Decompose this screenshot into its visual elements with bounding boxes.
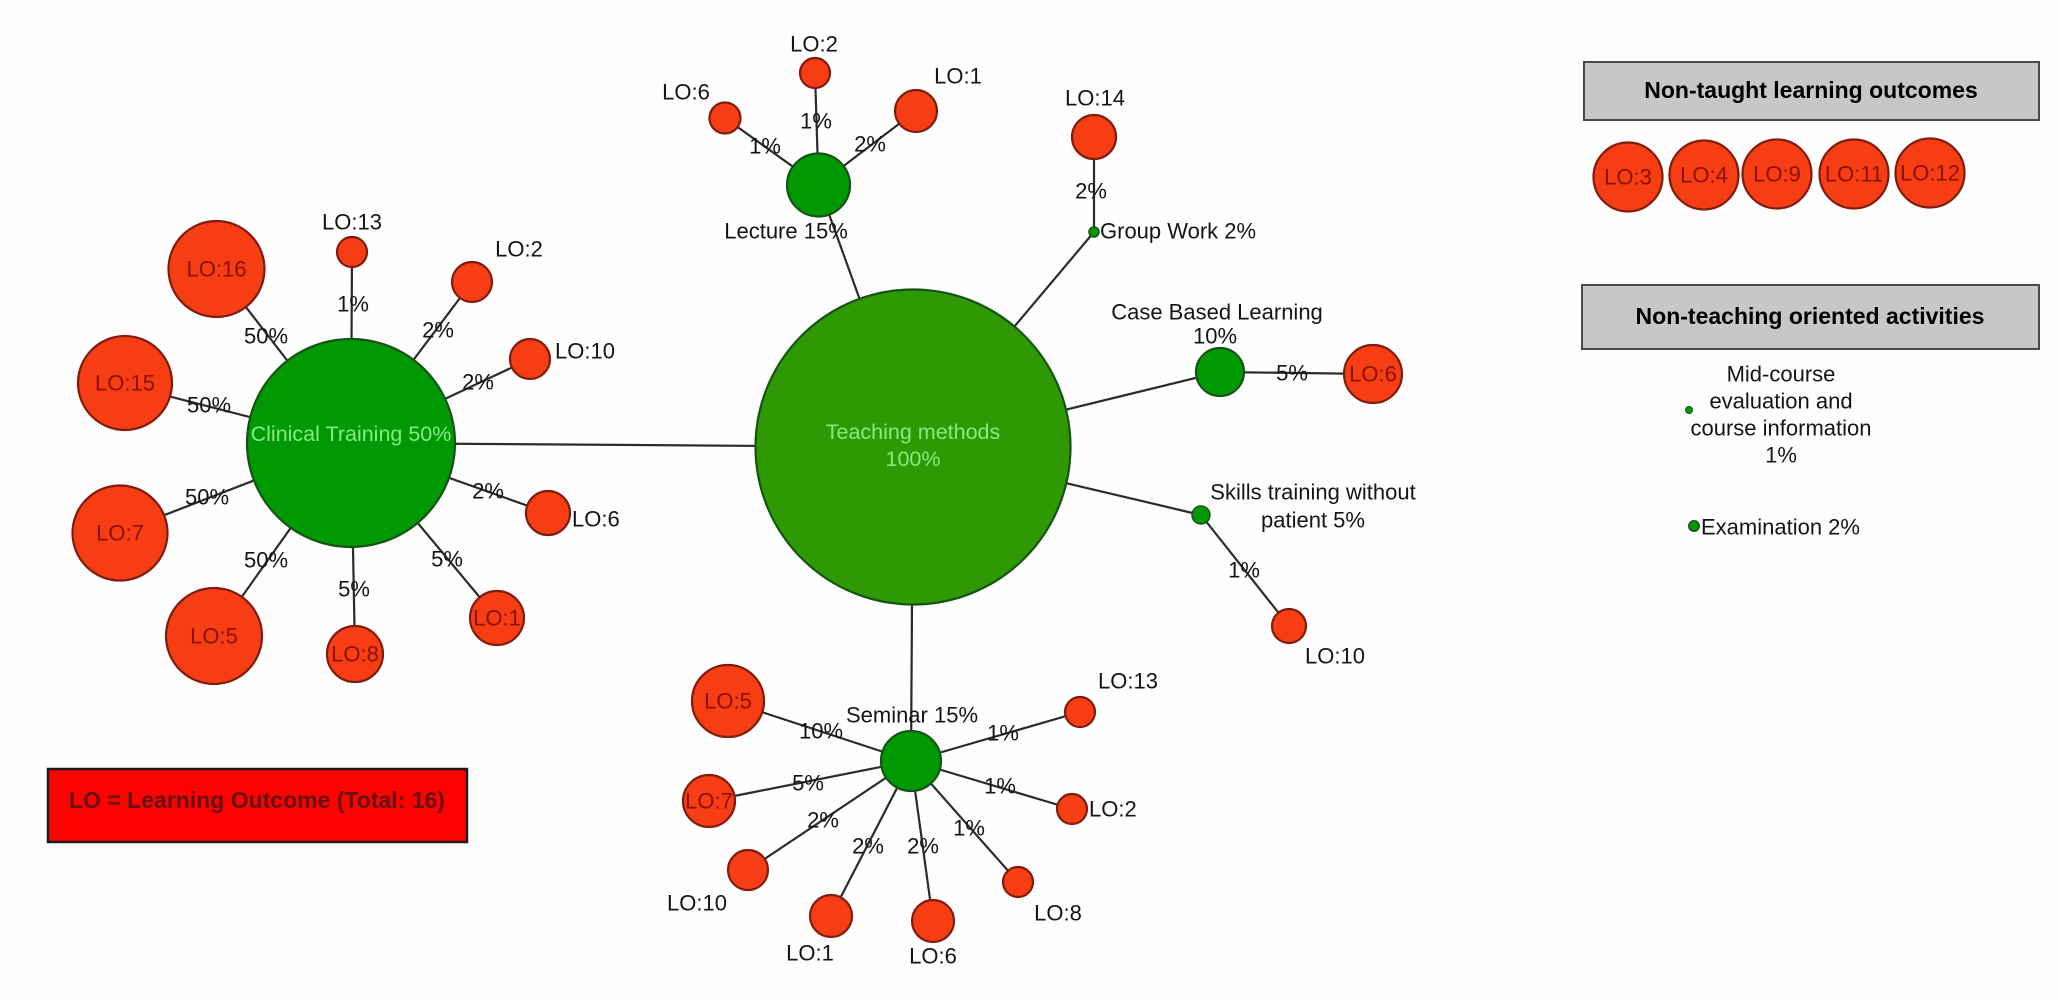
svg-text:Lecture 15%: Lecture 15%: [724, 219, 848, 244]
svg-text:2%: 2%: [422, 318, 454, 343]
svg-text:1%: 1%: [987, 721, 1019, 746]
svg-text:LO:7: LO:7: [96, 521, 144, 546]
svg-text:LO:12: LO:12: [1900, 161, 1960, 186]
svg-text:Non-taught learning outcomes: Non-taught learning outcomes: [1644, 77, 1978, 103]
svg-text:LO:2: LO:2: [495, 237, 543, 262]
svg-text:2%: 2%: [907, 834, 939, 859]
svg-text:LO:11: LO:11: [1825, 162, 1883, 187]
svg-text:evaluation and: evaluation and: [1709, 389, 1852, 414]
svg-text:LO:2: LO:2: [1089, 797, 1137, 822]
svg-text:LO:6: LO:6: [1349, 362, 1397, 387]
svg-text:1%: 1%: [800, 109, 832, 134]
svg-text:LO:2: LO:2: [790, 32, 838, 57]
svg-text:LO:8: LO:8: [1034, 901, 1082, 926]
svg-text:LO:13: LO:13: [1098, 669, 1158, 694]
svg-text:course information: course information: [1691, 416, 1872, 441]
svg-text:LO:1: LO:1: [934, 64, 982, 89]
svg-text:2%: 2%: [852, 834, 884, 859]
svg-text:5%: 5%: [431, 547, 463, 572]
svg-text:LO:5: LO:5: [190, 624, 238, 649]
svg-text:Examination 2%: Examination 2%: [1701, 515, 1860, 540]
svg-text:LO:9: LO:9: [1753, 162, 1801, 187]
svg-text:50%: 50%: [244, 324, 288, 349]
svg-text:LO:7: LO:7: [685, 789, 733, 814]
svg-text:LO:3: LO:3: [1604, 165, 1652, 190]
svg-text:LO:16: LO:16: [187, 257, 247, 282]
svg-text:50%: 50%: [185, 485, 229, 510]
svg-text:1%: 1%: [984, 774, 1016, 799]
svg-text:LO:4: LO:4: [1680, 163, 1728, 188]
svg-text:Group Work 2%: Group Work 2%: [1100, 219, 1256, 244]
svg-text:LO:5: LO:5: [704, 689, 752, 714]
svg-text:LO:10: LO:10: [667, 891, 727, 916]
svg-text:Skills training without: Skills training without: [1210, 480, 1415, 505]
svg-text:LO:1: LO:1: [473, 606, 521, 631]
svg-text:LO:15: LO:15: [95, 371, 155, 396]
svg-text:1%: 1%: [749, 134, 781, 159]
svg-text:1%: 1%: [953, 816, 985, 841]
svg-text:100%: 100%: [886, 447, 941, 471]
svg-text:50%: 50%: [187, 393, 231, 418]
svg-text:2%: 2%: [854, 132, 886, 157]
svg-text:LO:14: LO:14: [1065, 86, 1125, 111]
svg-text:Mid-course: Mid-course: [1727, 362, 1836, 387]
svg-text:LO:6: LO:6: [662, 80, 710, 105]
svg-text:10%: 10%: [799, 719, 843, 744]
svg-text:LO:8: LO:8: [331, 642, 379, 667]
svg-text:2%: 2%: [1075, 179, 1107, 204]
svg-text:2%: 2%: [807, 808, 839, 833]
svg-text:2%: 2%: [472, 479, 504, 504]
svg-text:Seminar 15%: Seminar 15%: [846, 703, 978, 728]
svg-text:1%: 1%: [1765, 443, 1797, 468]
svg-text:LO:10: LO:10: [1305, 644, 1365, 669]
svg-text:LO:10: LO:10: [555, 339, 615, 364]
svg-text:Non-teaching oriented activiti: Non-teaching oriented activities: [1636, 303, 1985, 329]
svg-text:LO = Learning Outcome (Total:: LO = Learning Outcome (Total: 16): [69, 787, 445, 813]
svg-text:1%: 1%: [1228, 558, 1260, 583]
svg-text:LO:6: LO:6: [909, 944, 957, 969]
svg-text:Teaching methods: Teaching methods: [826, 420, 1001, 444]
svg-text:5%: 5%: [1276, 361, 1308, 386]
svg-text:1%: 1%: [337, 292, 369, 317]
svg-text:LO:13: LO:13: [322, 210, 382, 235]
svg-text:patient 5%: patient 5%: [1261, 508, 1365, 533]
svg-text:Clinical Training 50%: Clinical Training 50%: [251, 422, 452, 446]
svg-text:LO:6: LO:6: [572, 507, 620, 532]
svg-text:5%: 5%: [792, 771, 824, 796]
svg-text:LO:1: LO:1: [786, 941, 834, 966]
svg-text:50%: 50%: [244, 548, 288, 573]
svg-text:10%: 10%: [1193, 324, 1237, 349]
svg-text:5%: 5%: [338, 577, 370, 602]
svg-text:Case Based Learning: Case Based Learning: [1111, 300, 1323, 325]
svg-text:2%: 2%: [462, 370, 494, 395]
